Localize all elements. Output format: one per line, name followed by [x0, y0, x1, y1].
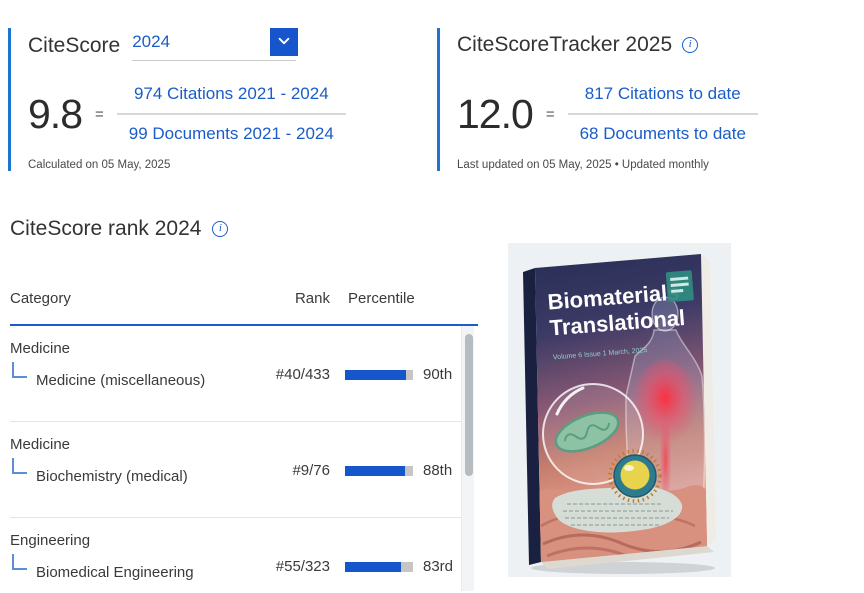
calculated-date: Calculated on 05 May, 2025 [28, 159, 171, 171]
book-bottom-edge [540, 546, 714, 569]
percentile-bar-fill [345, 562, 402, 572]
row-percentile: 88th [423, 462, 453, 479]
citescore-panel: CiteScore 2024 9.8 = 974 Citations 2021 … [8, 28, 376, 171]
row-parent-category: Medicine [10, 340, 71, 357]
percentile-bar [345, 466, 413, 476]
tracker-equals-sign: = [545, 105, 555, 123]
rank-table-header: Category Rank Percentile [10, 285, 478, 324]
scrollbar-thumb[interactable] [464, 334, 473, 476]
row-subcategory: Biomedical Engineering [36, 564, 194, 581]
journal-cover-art: Biomaterials Translational Volume 6 Issu… [522, 254, 716, 574]
tracker-documents-link[interactable]: 68 Documents to date [567, 113, 758, 144]
rank-info-icon[interactable]: i [212, 221, 229, 237]
book-fore-edge [700, 254, 716, 546]
tree-connector-icon [12, 554, 27, 570]
last-updated: Last updated on 05 May, 2025 • Updated m… [457, 159, 709, 171]
rank-table: Category Rank Percentile Medicine Medici… [10, 285, 478, 591]
tree-connector-icon [12, 362, 27, 378]
column-header-rank: Rank [294, 290, 330, 307]
header-rule [10, 324, 478, 326]
nanoparticle-icon [607, 449, 662, 503]
equals-sign: = [95, 105, 104, 123]
tracker-value: 12.0 [457, 91, 534, 137]
tracker-citations-link[interactable]: 817 Citations to date [584, 84, 741, 103]
column-header-category: Category [10, 290, 71, 307]
citations-link[interactable]: 974 Citations 2021 - 2024 [133, 84, 329, 103]
row-percentile: 90th [423, 366, 453, 383]
tree-connector-icon [12, 458, 27, 474]
percentile-bar-fill [345, 370, 407, 380]
row-parent-category: Medicine [10, 436, 71, 453]
book-spine [522, 268, 541, 565]
rank-section-heading: CiteScore rank 2024 i [10, 217, 229, 241]
table-row: Engineering Biomedical Engineering #55/3… [10, 518, 462, 591]
membrane-plate [551, 485, 682, 533]
journal-logo-icon [665, 270, 694, 303]
table-row: Medicine Biochemistry (medical) #9/76 88… [10, 422, 462, 518]
tracker-info-icon[interactable]: i [682, 36, 699, 53]
mitochondria-icon [541, 383, 644, 485]
documents-link[interactable]: 99 Documents 2021 - 2024 [116, 113, 346, 144]
row-subcategory: Medicine (miscellaneous) [36, 372, 206, 389]
year-dropdown-button[interactable] [270, 28, 299, 56]
row-rank: #40/433 [275, 366, 330, 383]
journal-cover: Biomaterials Translational Volume 6 Issu… [508, 243, 731, 577]
tracker-title: CiteScoreTracker 2025 [457, 32, 673, 56]
row-rank: #55/323 [275, 558, 330, 575]
column-header-percentile: Percentile [348, 290, 415, 307]
row-parent-category: Engineering [10, 532, 91, 549]
rank-section-title: CiteScore rank 2024 [10, 217, 202, 240]
tracker-panel: CiteScoreTracker 2025 i 12.0 = 817 Citat… [437, 28, 807, 171]
citescore-fraction: 974 Citations 2021 - 2024 99 Documents 2… [116, 84, 346, 144]
row-subcategory: Biochemistry (medical) [36, 468, 188, 485]
chevron-down-icon [277, 34, 291, 51]
row-percentile: 83rd [423, 558, 454, 575]
percentile-bar-fill [345, 466, 405, 476]
year-dropdown[interactable]: 2024 [132, 28, 299, 61]
percentile-bar [345, 562, 413, 572]
year-value[interactable]: 2024 [132, 32, 171, 51]
scrollbar-track[interactable] [461, 326, 474, 591]
row-rank: #9/76 [292, 462, 330, 479]
citescore-title: CiteScore [28, 34, 121, 57]
percentile-bar [345, 370, 413, 380]
table-row: Medicine Medicine (miscellaneous) #40/43… [10, 326, 462, 422]
citescore-value: 9.8 [28, 91, 83, 137]
tracker-fraction: 817 Citations to date 68 Documents to da… [567, 84, 758, 144]
rank-rows-viewport: Medicine Medicine (miscellaneous) #40/43… [10, 326, 478, 591]
